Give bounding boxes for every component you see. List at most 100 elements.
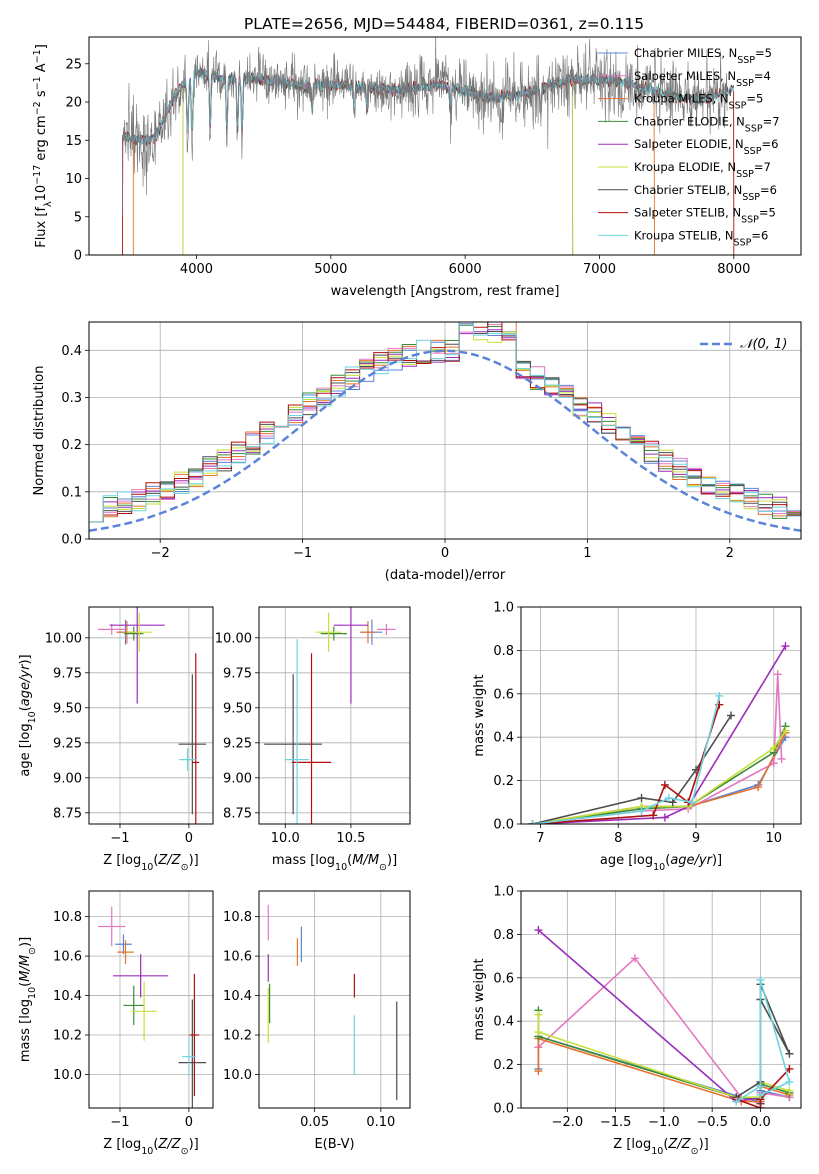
y-tick-label: 10 bbox=[65, 172, 82, 187]
legend-label: Kroupa MILES, NSSP=5 bbox=[634, 92, 763, 112]
data-point bbox=[781, 726, 790, 735]
grid-age-vs-mass bbox=[259, 607, 410, 824]
panel-mass-vs-EBV: 0.05 0.10 10.0 10.2 10.4 10.6 10.8 E(B-V) bbox=[223, 890, 411, 1152]
x-tick-label: 0 bbox=[185, 1115, 193, 1130]
x-tick-label: 10.5 bbox=[336, 831, 365, 846]
x-tick-label: 10 bbox=[766, 831, 783, 846]
normal-curve bbox=[89, 349, 801, 532]
data-point bbox=[769, 744, 778, 753]
y-tick-label: 0.2 bbox=[493, 774, 514, 789]
data-point bbox=[785, 1086, 794, 1095]
y-axis-label: mass weight bbox=[472, 958, 487, 1040]
x-tick-label: 4000 bbox=[180, 262, 213, 277]
y-tick-label: 9.50 bbox=[53, 701, 82, 716]
x-tick-label: 8 bbox=[614, 831, 622, 846]
point-chabrier-elodie bbox=[320, 626, 347, 641]
series-kroupa-miles bbox=[528, 728, 790, 824]
y-tick-label: 0.1 bbox=[61, 485, 82, 500]
panel-mass-vs-Z: −1 0 10.0 10.2 10.4 10.6 10.8 Z [log10(Z/Z⊙)] ma… bbox=[18, 890, 214, 1157]
x-axis-label: E(B-V) bbox=[314, 1137, 354, 1152]
y-tick-label: 0.0 bbox=[493, 1102, 514, 1117]
axes-frame-residuals bbox=[88, 321, 802, 540]
point-chabrier-elodie bbox=[124, 626, 144, 641]
x-tick-label: −1 bbox=[110, 1115, 129, 1130]
x-tick-label: 5000 bbox=[314, 262, 347, 277]
grid-weight-vs-age bbox=[521, 606, 801, 825]
x-tick-label: 9 bbox=[692, 831, 700, 846]
data-point bbox=[756, 1104, 765, 1108]
axes-frame-mass-vs-Z bbox=[88, 890, 214, 1109]
data-point bbox=[756, 1090, 765, 1099]
data-point bbox=[534, 926, 543, 935]
y-tick-label: 9.25 bbox=[223, 736, 252, 751]
panel-residuals: −2 −1 0 1 2 0.0 0.1 0.2 0.3 0.4 (data-model)/error… bbox=[32, 321, 802, 583]
y-tick-label: 25 bbox=[65, 57, 82, 72]
point-salpeter-elodie bbox=[113, 954, 169, 998]
legend-label: Kroupa ELODIE, NSSP=7 bbox=[634, 160, 771, 180]
legend-label: Salpeter MILES, NSSP=4 bbox=[634, 69, 771, 89]
data-point bbox=[668, 798, 677, 807]
panel-age-vs-Z: −1 0 8.75 9.00 9.25 9.50 9.75 10.00 Z [log10(Z/Z… bbox=[18, 606, 214, 873]
legend-label: Kroupa STELIB, NSSP=6 bbox=[634, 228, 768, 248]
x-tick-label: −1.0 bbox=[648, 1115, 680, 1130]
point-kroupa-elodie bbox=[126, 612, 152, 652]
point-chabrier-stelib bbox=[178, 674, 207, 815]
panel-spectrum: 4000 5000 6000 7000 8000 0 5 10 15 20 25 wavelength… bbox=[32, 36, 802, 299]
histogram-kroupa-stelib bbox=[89, 322, 801, 523]
y-tick-label: 15 bbox=[65, 134, 82, 149]
series-line bbox=[532, 645, 787, 824]
y-tick-label: 9.00 bbox=[223, 771, 252, 786]
series-line bbox=[736, 1068, 790, 1108]
series-salpeter-elodie bbox=[534, 926, 765, 1106]
y-tick-label: 9.75 bbox=[223, 666, 252, 681]
y-axis-label: mass [log10(M/M⊙)] bbox=[18, 937, 38, 1062]
y-tick-label: 10.2 bbox=[223, 1029, 252, 1044]
y-tick-label: 0.2 bbox=[61, 438, 82, 453]
point-kroupa-miles bbox=[360, 621, 376, 644]
data-point bbox=[715, 691, 724, 700]
data-point bbox=[756, 975, 765, 984]
data-point bbox=[785, 1077, 794, 1086]
legend-label: 𝒩(0, 1) bbox=[740, 337, 787, 352]
y-tick-label: 10.6 bbox=[223, 950, 252, 965]
data-point bbox=[534, 1010, 543, 1019]
x-tick-label: 0.10 bbox=[366, 1115, 395, 1130]
y-tick-label: 0.3 bbox=[61, 391, 82, 406]
series-kroupa-elodie bbox=[528, 726, 790, 824]
y-tick-label: 10.4 bbox=[53, 989, 82, 1004]
y-tick-label: 10.4 bbox=[223, 989, 252, 1004]
x-tick-label: 6000 bbox=[449, 262, 482, 277]
plot-area-weight-vs-age bbox=[528, 642, 790, 824]
y-tick-label: 9.75 bbox=[53, 666, 82, 681]
plot-area-residuals bbox=[89, 322, 801, 532]
data-point bbox=[528, 820, 537, 824]
y-tick-label: 10.00 bbox=[45, 631, 82, 646]
x-tick-label: −1 bbox=[110, 831, 129, 846]
y-tick-label: 8.75 bbox=[223, 806, 252, 821]
x-tick-label: −0.5 bbox=[696, 1115, 728, 1130]
x-tick-label: −1 bbox=[293, 546, 312, 561]
y-tick-label: 20 bbox=[65, 96, 82, 111]
axes-frame-spectrum bbox=[88, 36, 802, 256]
panel-weight-vs-Z: −2.0 −1.5 −1.0 −0.5 0.0 0.0 0.2 0.4 0.6 0.8 1.0 Z [… bbox=[472, 885, 802, 1157]
y-axis-label: age [log10(age/yr)] bbox=[18, 654, 38, 776]
data-point bbox=[732, 1097, 741, 1106]
series-salpeter-stelib bbox=[732, 1064, 794, 1108]
y-tick-label: 0.4 bbox=[493, 1015, 514, 1030]
point-salpeter-stelib bbox=[189, 973, 200, 1097]
x-tick-label: −1.5 bbox=[600, 1115, 632, 1130]
data-point bbox=[649, 811, 658, 820]
y-tick-label: 10.0 bbox=[53, 1068, 82, 1083]
point-salpeter-elodie bbox=[109, 607, 165, 704]
axes-frame-weight-vs-Z bbox=[520, 890, 802, 1109]
figure-title: PLATE=2656, MJD=54484, FIBERID=0361, z=0… bbox=[244, 15, 644, 33]
x-axis-label: Z [log10(Z/Z⊙)] bbox=[103, 1137, 198, 1157]
data-point bbox=[754, 783, 763, 792]
y-tick-label: 0.4 bbox=[493, 731, 514, 746]
data-point bbox=[664, 793, 673, 802]
legend-label: Chabrier STELIB, NSSP=6 bbox=[634, 183, 777, 203]
legend-residuals: 𝒩(0, 1) bbox=[700, 337, 787, 352]
point-chabrier-elodie bbox=[123, 985, 145, 1026]
y-tick-label: 0.6 bbox=[493, 687, 514, 702]
